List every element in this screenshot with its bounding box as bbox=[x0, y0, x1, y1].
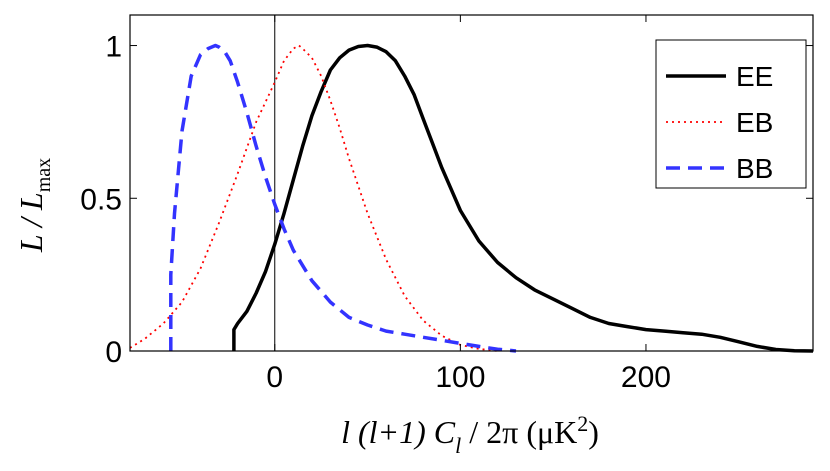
series-line-eb bbox=[129, 44, 498, 352]
legend-label-ee: EE bbox=[736, 61, 773, 92]
plot-area bbox=[129, 15, 814, 353]
series-line-ee bbox=[232, 43, 814, 353]
x-axis-title: l (l+1) Cl / 2π (μK2) bbox=[341, 411, 599, 458]
x-tick-label: 0 bbox=[266, 361, 283, 394]
y-tick-label: 1 bbox=[105, 31, 122, 64]
y-axis-title: L / Lmax bbox=[13, 158, 55, 253]
y-tick-label: 0.5 bbox=[80, 183, 122, 216]
legend-box bbox=[655, 39, 807, 189]
axes-frame bbox=[129, 14, 814, 352]
legend-label-eb: EB bbox=[736, 107, 773, 138]
x-tick-label: 100 bbox=[435, 361, 485, 394]
y-tick-label: 0 bbox=[105, 336, 122, 369]
legend: EE EB BB bbox=[655, 39, 807, 189]
legend-label-bb: BB bbox=[736, 153, 773, 184]
series-line-bb bbox=[169, 43, 517, 353]
x-tick-label: 200 bbox=[621, 361, 671, 394]
axes: 0 100 200 0 0.5 1 bbox=[80, 14, 814, 394]
